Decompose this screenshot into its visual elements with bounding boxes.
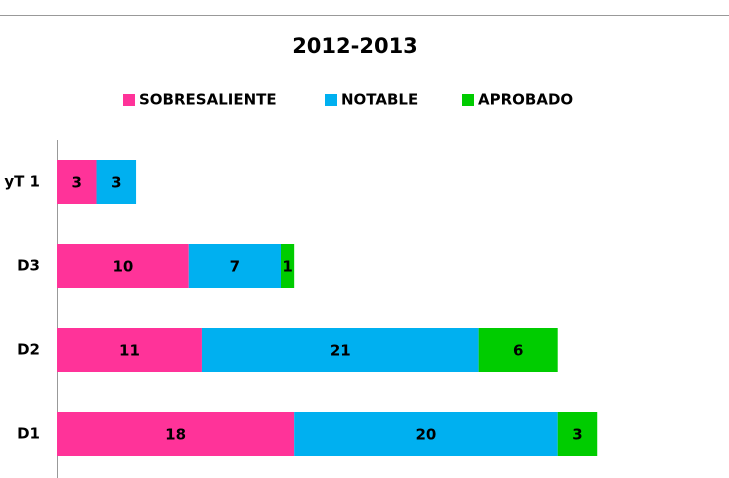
bar-segment	[57, 412, 295, 456]
bar-segment	[57, 244, 189, 288]
data-label: 3	[111, 174, 121, 192]
legend-label: APROBADO	[478, 91, 573, 109]
legend-swatch	[462, 94, 474, 106]
legend-swatch	[123, 94, 135, 106]
bar-segment	[57, 160, 97, 204]
chart-title: 2012-2013	[292, 34, 418, 58]
bar-segment	[557, 412, 598, 456]
category-label: yT 1	[4, 173, 40, 191]
bar-segment	[188, 244, 281, 288]
bar-segment	[478, 328, 558, 372]
category-label: D2	[17, 341, 40, 359]
data-label: 3	[72, 174, 82, 192]
data-label: 11	[119, 342, 140, 360]
data-label: 7	[230, 258, 240, 276]
category-label: D1	[17, 425, 40, 443]
category-label: D3	[17, 257, 40, 275]
data-label: 10	[112, 258, 133, 276]
bar-segment	[281, 244, 295, 288]
legend-swatch	[325, 94, 337, 106]
data-label: 3	[572, 426, 582, 444]
data-label: 18	[165, 426, 186, 444]
legend-label: SOBRESALIENTE	[139, 91, 277, 109]
data-label: 20	[416, 426, 437, 444]
bar-segment	[201, 328, 479, 372]
bar-segment	[57, 328, 202, 372]
bar-segment	[96, 160, 137, 204]
bar-segment	[294, 412, 558, 456]
data-label: 6	[513, 342, 523, 360]
data-label: 1	[282, 258, 292, 276]
data-label: 21	[330, 342, 351, 360]
legend-label: NOTABLE	[341, 91, 418, 109]
